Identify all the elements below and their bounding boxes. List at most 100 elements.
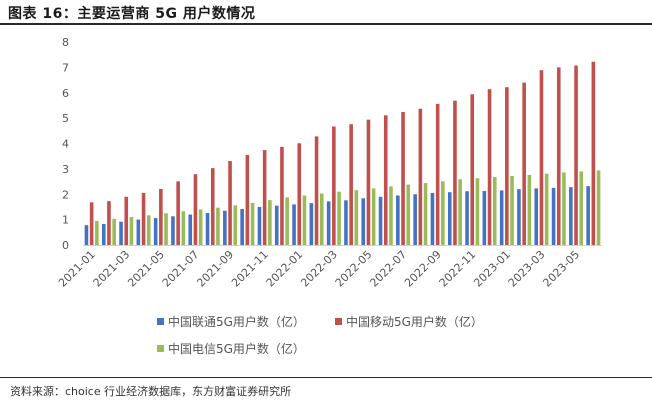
bar-1-2021-04 [136,219,141,246]
x-tick-label: 2022-05 [333,248,375,290]
bar-1-2022-02 [309,203,314,245]
title-rule [0,23,652,25]
bar-1-2022-07 [396,195,400,245]
bar-1-2022-01 [292,204,296,245]
bar-1-2022-06 [378,196,383,245]
legend-label: 中国电信5G用户数（亿） [168,341,305,356]
x-tick-label: 2022-01 [264,248,306,290]
bar-1-2021-07 [188,214,193,245]
x-tick-label: 2021-03 [91,248,133,290]
bar-1-2021-11 [257,206,262,245]
x-axis: 2021-012021-032021-052021-072021-092021-… [56,248,582,290]
bar-series [84,61,601,246]
bar-2-2021-08 [210,168,215,245]
legend-swatch [157,345,164,352]
bar-3-2023-04 [562,172,566,245]
bar-1-2023-01 [499,190,504,245]
y-tick-label: 6 [62,87,69,100]
x-tick-label: 2021-05 [125,248,167,290]
bar-2-2022-07 [401,112,405,245]
x-tick-label: 2022-07 [367,248,409,290]
bar-3-2023-06 [596,170,601,245]
x-tick-label: 2021-11 [229,248,271,290]
x-tick-label: 2021-01 [56,248,98,290]
bar-1-2021-08 [205,213,210,245]
bar-3-2022-03 [337,191,341,245]
x-tick-label: 2023-01 [471,248,513,290]
bar-2-2023-05 [574,65,578,245]
bar-1-2023-02 [517,189,521,245]
bar-3-2023-02 [527,174,532,245]
bar-2-2023-04 [556,67,561,246]
bar-1-2021-10 [240,208,244,245]
legend-label: 中国移动5G用户数（亿） [346,314,483,329]
bar-3-2021-10 [250,202,255,245]
bar-2-2021-04 [141,192,146,245]
bar-2-2022-11 [470,94,475,246]
bar-2-2022-04 [349,124,353,245]
bar-3-2022-05 [371,188,376,245]
bar-2-2023-02 [522,82,526,245]
legend: 中国联通5G用户数（亿） 中国移动5G用户数（亿） 中国电信5G用户数（亿） [157,314,483,356]
bar-2-2023-01 [505,87,509,245]
bar-1-2023-04 [551,187,556,245]
bar-3-2021-04 [146,215,151,245]
bar-3-2022-01 [302,195,307,245]
bar-3-2022-12 [492,177,497,245]
x-tick-label: 2022-11 [437,248,479,290]
bar-3-2021-05 [164,213,168,245]
bar-2-2021-09 [228,161,232,245]
legend-swatch [157,318,164,325]
bar-3-2022-04 [354,190,359,245]
bar-1-2021-02 [101,223,106,245]
bar-2-2021-12 [280,146,284,245]
y-axis: 0 1 2 3 4 5 6 7 8 [62,36,69,252]
bar-3-2023-01 [510,175,514,245]
bar-1-2021-01 [84,225,89,245]
bar-2-2023-03 [539,70,544,245]
bar-2-2021-05 [159,188,163,245]
bar-3-2021-08 [216,207,220,245]
bar-1-2021-12 [274,205,279,245]
bar-3-2023-03 [544,173,549,245]
bar-3-2022-02 [319,193,324,245]
bar-3-2021-12 [285,197,289,245]
y-tick-label: 0 [62,239,69,252]
y-tick-label: 3 [62,163,69,176]
bar-2-2021-06 [176,181,180,245]
bar-3-2021-01 [95,220,99,245]
bar-2-2021-02 [107,201,111,245]
bar-2-2021-11 [262,150,267,245]
bar-3-2023-05 [579,171,584,245]
x-tick-label: 2023-03 [506,248,548,290]
bar-2-2022-12 [487,89,492,245]
bar-1-2022-12 [482,190,487,245]
bar-1-2022-03 [326,201,331,245]
bar-2-2022-06 [383,115,388,245]
y-tick-label: 2 [62,188,69,201]
bar-1-2021-09 [223,210,227,245]
bar-3-2021-03 [129,217,134,245]
y-tick-label: 1 [62,214,69,227]
y-tick-label: 7 [62,61,69,74]
bar-3-2022-06 [389,186,393,245]
source-rule [0,377,652,378]
bar-1-2021-03 [119,221,123,245]
bar-2-2021-07 [193,174,198,245]
bar-3-2022-07 [406,184,411,245]
legend-swatch [335,318,342,325]
bar-3-2021-02 [112,218,116,245]
bar-1-2021-06 [171,216,175,245]
y-tick-label: 4 [62,138,69,151]
bar-2-2021-01 [89,202,94,245]
bar-1-2022-10 [447,192,452,245]
bar-2-2022-05 [366,119,371,245]
bar-3-2022-08 [423,183,428,245]
bar-2-2022-03 [332,126,336,245]
bar-3-2021-07 [198,209,203,245]
bar-2-2021-10 [245,154,250,245]
bar-2-2022-08 [418,108,423,246]
bar-3-2022-09 [441,181,445,245]
x-tick-label: 2022-03 [298,248,340,290]
bar-3-2021-06 [181,211,186,245]
